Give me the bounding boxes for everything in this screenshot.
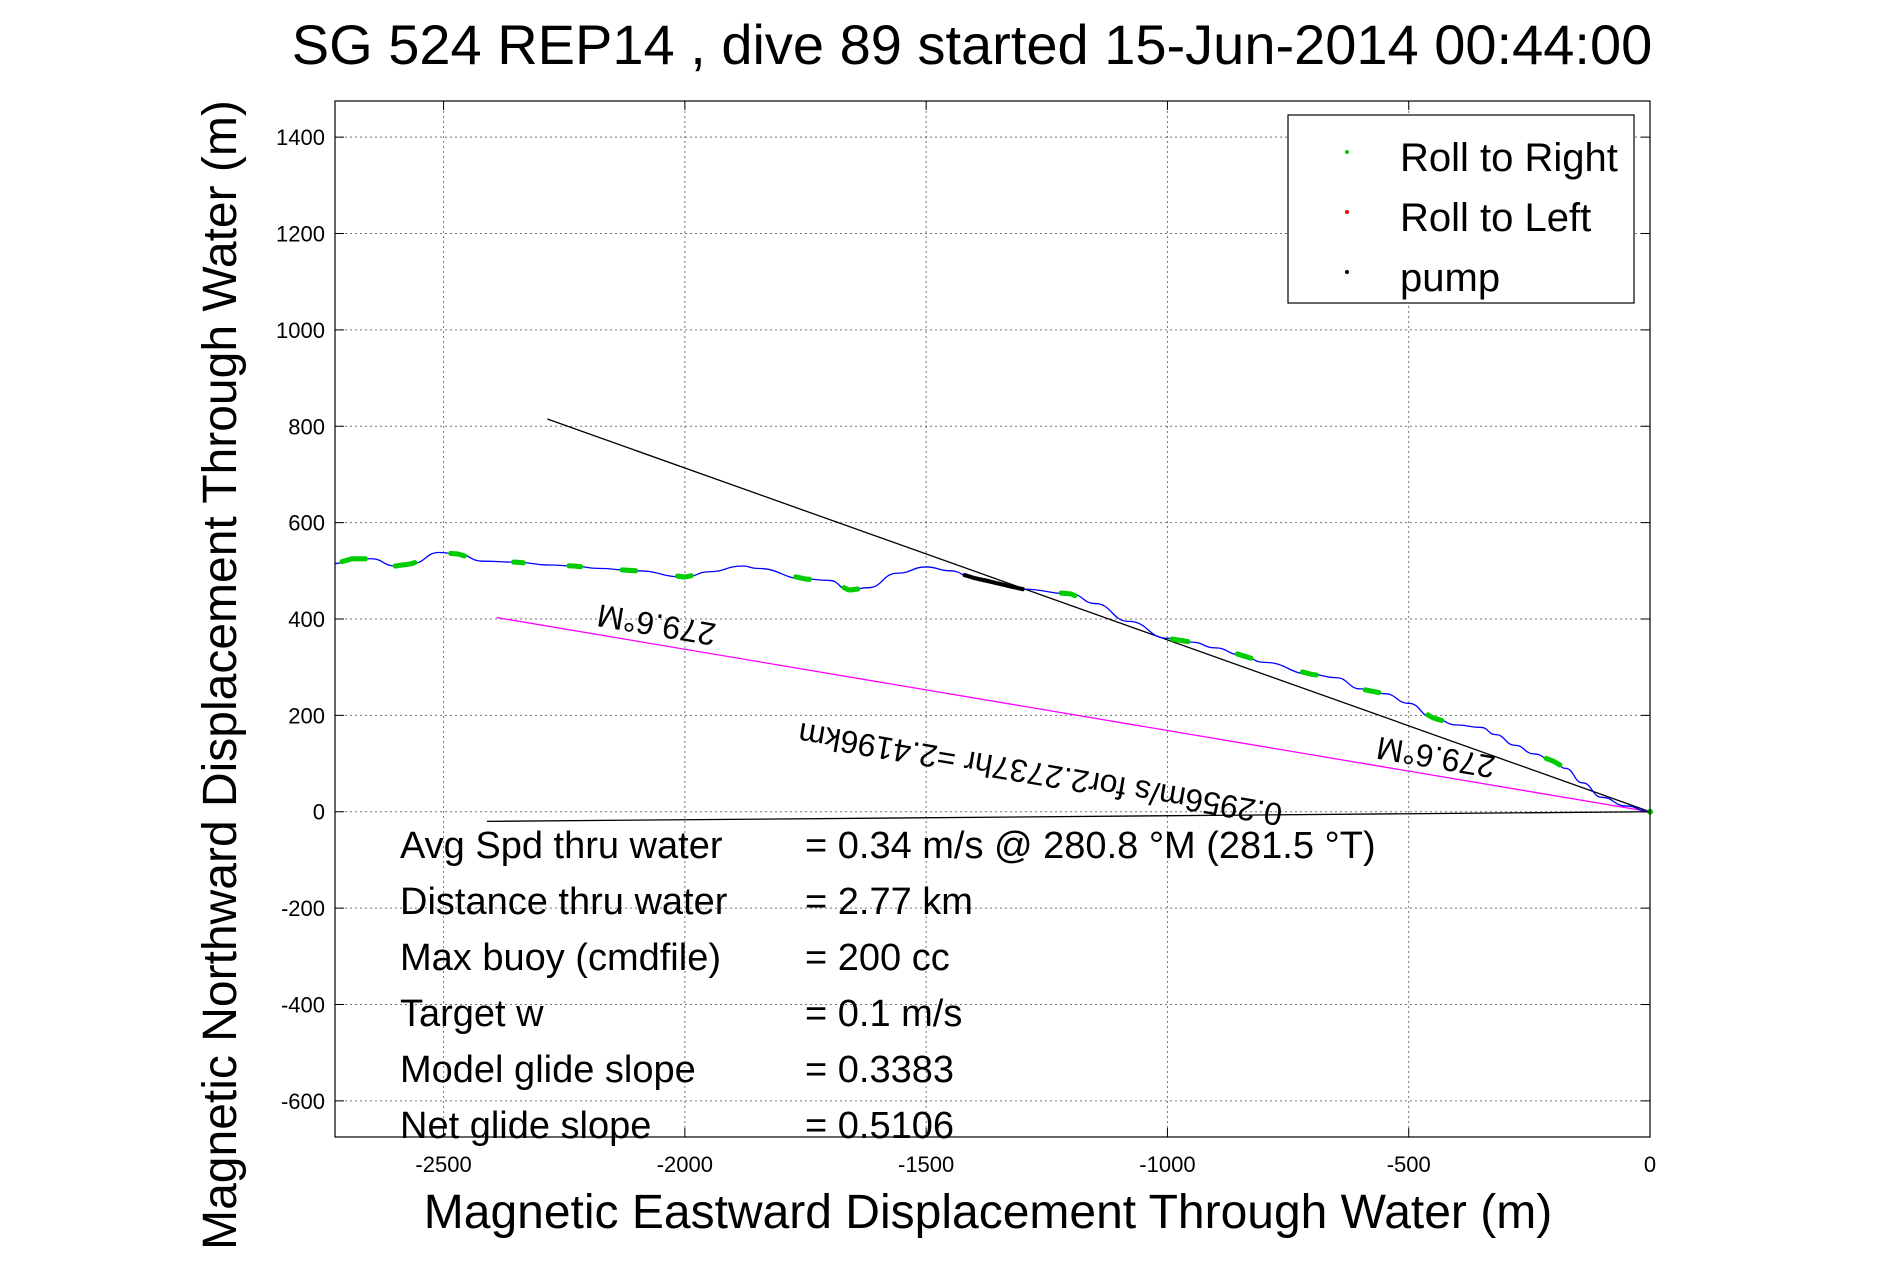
reference-line [496,616,1651,813]
legend-label: Roll to Left [1400,196,1591,240]
stat-label: Distance thru water [400,881,728,923]
reference-lines [487,418,1651,823]
stat-label: Max buoy (cmdfile) [400,937,721,979]
roll-marks [339,550,1653,815]
stat-value: = 0.5106 [805,1105,954,1147]
reference-line [547,418,1651,813]
roll-right-point [1072,592,1078,599]
y-tick-label: 1400 [276,125,325,150]
y-tick-label: 1000 [276,318,325,343]
x-tick-label: -1500 [898,1152,954,1177]
stat-value: = 0.3383 [805,1049,954,1091]
y-axis-title: Magnetic Northward Displacement Through … [194,100,247,1250]
roll-right-point [1185,638,1191,645]
roll-right-point [1557,762,1563,768]
x-tick-label: -2000 [657,1152,713,1177]
x-tick-label: -2500 [415,1152,471,1177]
y-tick-label: 200 [288,703,325,728]
roll-right-point [1438,717,1445,723]
roll-right-point [412,559,418,566]
legend-label: Roll to Right [1400,136,1618,180]
legend-marker [1345,150,1349,154]
y-tick-label: 800 [288,414,325,439]
x-axis-title: Magnetic Eastward Displacement Through W… [424,1186,1552,1239]
y-tick-label: -400 [281,992,325,1017]
roll-right-point [362,556,369,562]
roll-right-point [578,564,584,570]
stats-block: Avg Spd thru water = 0.34 m/s @ 280.8 °M … [400,825,1376,1147]
reference-line [487,811,1651,823]
stat-value: = 0.1 m/s [805,993,962,1035]
heading-annotation: 0.2956m/s for2.2737hr =2.4196km [796,716,1285,833]
y-tick-label: -600 [281,1089,325,1114]
y-tick-label: 0 [313,800,325,825]
roll-right-point [633,568,639,574]
roll-right-point [1248,655,1254,661]
y-tick-label: -200 [281,896,325,921]
chart-title: SG 524 REP14 , dive 89 started 15-Jun-20… [292,13,1652,76]
roll-right-point [1313,672,1319,678]
legend-label: pump [1400,256,1500,300]
y-tick-label: 1200 [276,222,325,247]
stat-label: Target w [400,993,544,1035]
legend: Roll to Right Roll to Left pump [1287,114,1635,304]
heading-annotation: 279.6°M [1374,730,1498,785]
stat-value: = 0.34 m/s @ 280.8 °M (281.5 °T) [805,825,1376,867]
x-tick-label: 0 [1644,1152,1656,1177]
stat-value: = 200 cc [805,937,950,979]
roll-right-point [520,560,526,566]
roll-right-point [461,553,467,559]
y-tick-label: 600 [288,511,325,536]
roll-right-point [855,586,861,592]
pump-point [1020,586,1025,592]
roll-right-point [1376,689,1382,696]
x-tick-label: -1000 [1139,1152,1195,1177]
stat-label: Avg Spd thru water [400,825,723,867]
stat-value: = 2.77 km [805,881,973,923]
legend-marker [1345,270,1349,274]
axes: -2500 -2000 -1500 -1000 -500 0-600-400-200020… [276,100,1656,1177]
roll-right-point [688,573,694,579]
stat-label: Model glide slope [400,1049,696,1091]
legend-marker [1345,210,1349,214]
x-tick-label: -500 [1387,1152,1431,1177]
y-tick-label: 400 [288,607,325,632]
stat-label: Net glide slope [400,1105,651,1147]
roll-right-point [806,576,812,582]
